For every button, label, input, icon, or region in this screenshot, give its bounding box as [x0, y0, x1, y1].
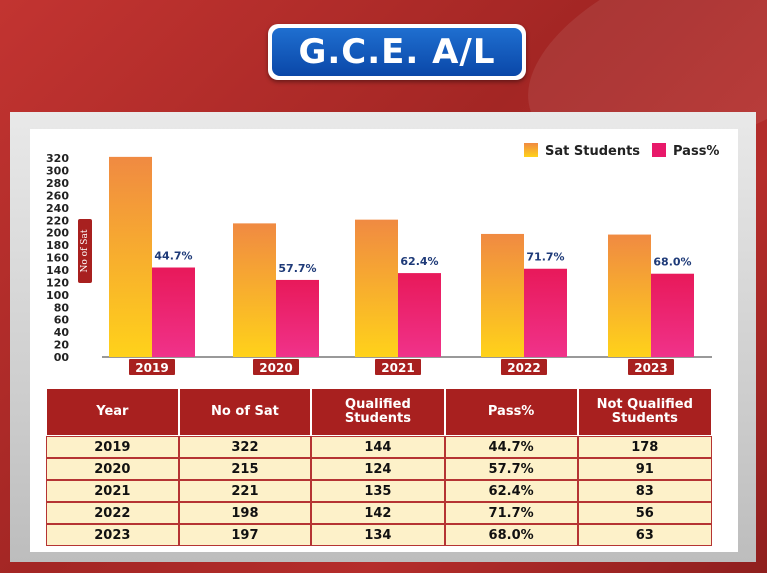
y-tick-label: 180	[46, 239, 69, 252]
table-row: 2020 215 124 57.7% 91	[46, 458, 712, 480]
cell-qualified: 135	[311, 480, 445, 502]
cell-year: 2020	[46, 458, 179, 480]
cell-qualified: 134	[311, 524, 445, 546]
y-tick-label: 300	[46, 165, 69, 178]
cell-year: 2019	[46, 436, 179, 458]
legend-swatch-pass	[652, 143, 666, 157]
y-tick-label: 140	[46, 264, 69, 277]
y-axis-label-box	[78, 219, 92, 283]
cell-pass: 68.0%	[444, 524, 578, 546]
year-label: 2023	[634, 361, 667, 375]
y-tick-label: 100	[46, 289, 69, 302]
cell-not-qualified: 56	[577, 502, 712, 524]
cell-year: 2021	[46, 480, 179, 502]
y-tick-label: 200	[46, 227, 69, 240]
pass-percent-label: 71.7%	[526, 251, 564, 264]
cell-year: 2022	[46, 502, 179, 524]
year-label: 2020	[259, 361, 292, 375]
header-pass-percent: Pass%	[444, 388, 578, 436]
y-tick-label: 120	[46, 276, 69, 289]
cell-pass: 57.7%	[444, 458, 578, 480]
cell-sat: 221	[178, 480, 312, 502]
cell-pass: 62.4%	[444, 480, 578, 502]
pass-percent-bar	[524, 268, 567, 357]
sat-students-bar	[233, 223, 276, 357]
cell-sat: 198	[178, 502, 312, 524]
cell-year: 2023	[46, 524, 179, 546]
legend-label-sat: Sat Students	[545, 144, 640, 159]
y-tick-label: 280	[46, 177, 69, 190]
pass-percent-bar	[398, 273, 441, 357]
y-tick-label: 80	[54, 301, 70, 314]
header-year: Year	[46, 388, 179, 436]
y-tick-label: 160	[46, 252, 69, 265]
y-axis-label: No of Sat	[80, 229, 90, 272]
y-tick-label: 00	[54, 351, 70, 364]
cell-sat: 215	[178, 458, 312, 480]
year-label: 2022	[507, 361, 540, 375]
cell-not-qualified: 91	[577, 458, 712, 480]
cell-not-qualified: 83	[577, 480, 712, 502]
cell-qualified: 144	[311, 436, 445, 458]
y-tick-label: 320	[46, 152, 69, 165]
pass-percent-bar	[651, 273, 694, 357]
year-label: 2021	[381, 361, 414, 375]
sat-students-bar	[481, 233, 524, 357]
cell-sat: 197	[178, 524, 312, 546]
results-table: Year No of Sat Qualified Students Pass% …	[46, 388, 712, 546]
year-label-box	[628, 359, 674, 375]
title-badge: G.C.E. A/L	[268, 24, 526, 80]
cell-pass: 71.7%	[444, 502, 578, 524]
year-label-box	[501, 359, 547, 375]
y-tick-label: 40	[54, 326, 70, 339]
year-label-box	[253, 359, 299, 375]
cell-not-qualified: 63	[577, 524, 712, 546]
page-title: G.C.E. A/L	[272, 28, 522, 76]
table-row: 2023 197 134 68.0% 63	[46, 524, 712, 546]
pass-percent-bar	[276, 279, 319, 357]
pass-percent-label: 44.7%	[154, 250, 192, 263]
table-header-row: Year No of Sat Qualified Students Pass% …	[46, 388, 712, 436]
cell-sat: 322	[178, 436, 312, 458]
y-tick-label: 60	[54, 314, 70, 327]
header-not-qualified: Not Qualified Students	[577, 388, 712, 436]
year-label-box	[129, 359, 175, 375]
y-tick-label: 260	[46, 189, 69, 202]
y-tick-label: 220	[46, 214, 69, 227]
sat-students-bar	[608, 234, 651, 357]
bar-chart: 0020406080100120140160180200220240260280…	[46, 143, 719, 375]
sat-students-bar	[109, 156, 152, 357]
cell-pass: 44.7%	[444, 436, 578, 458]
table-row: 2019 322 144 44.7% 178	[46, 436, 712, 458]
sat-students-bar	[355, 219, 398, 357]
table-row: 2021 221 135 62.4% 83	[46, 480, 712, 502]
pass-percent-label: 68.0%	[653, 256, 691, 269]
table-row: 2022 198 142 71.7% 56	[46, 502, 712, 524]
legend-swatch-sat	[524, 143, 538, 157]
pass-percent-label: 57.7%	[278, 262, 316, 275]
cell-not-qualified: 178	[577, 436, 712, 458]
y-tick-label: 240	[46, 202, 69, 215]
year-label: 2019	[135, 361, 168, 375]
cell-qualified: 124	[311, 458, 445, 480]
cell-qualified: 142	[311, 502, 445, 524]
header-qualified: Qualified Students	[311, 388, 445, 436]
y-tick-label: 20	[54, 339, 70, 352]
pass-percent-bar	[152, 267, 195, 357]
year-label-box	[375, 359, 421, 375]
legend-label-pass: Pass%	[673, 144, 719, 159]
header-no-of-sat: No of Sat	[178, 388, 312, 436]
pass-percent-label: 62.4%	[400, 255, 438, 268]
